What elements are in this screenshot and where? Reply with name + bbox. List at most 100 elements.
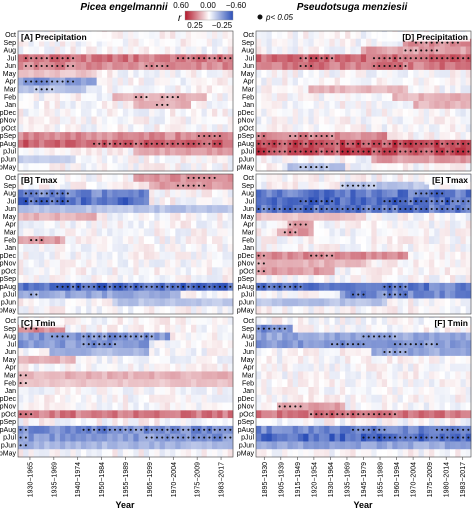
heat-cell — [170, 449, 176, 458]
heat-cell — [455, 394, 461, 403]
significance-dot — [289, 223, 292, 226]
significance-dot — [430, 150, 433, 153]
heat-cell — [101, 174, 108, 183]
heat-cell — [376, 38, 383, 47]
heat-cell — [33, 163, 40, 172]
heat-cell — [276, 251, 283, 260]
heat-cell — [212, 418, 218, 427]
month-label: Mar — [242, 230, 255, 237]
heat-cell — [217, 101, 223, 110]
heat-cell — [423, 275, 430, 284]
heat-cell — [122, 189, 129, 198]
heat-cell — [318, 228, 325, 237]
heat-cell — [444, 348, 451, 357]
heat-cell — [324, 181, 330, 190]
significance-dot — [425, 41, 428, 44]
heat-cell — [138, 205, 145, 214]
heat-cell — [282, 275, 288, 284]
heat-cell — [154, 46, 160, 55]
significance-dot — [166, 64, 169, 68]
heat-cell — [18, 251, 24, 260]
heat-cell — [397, 163, 404, 172]
heat-cell — [366, 251, 372, 260]
month-label: pSep — [0, 419, 16, 426]
heat-cell — [387, 425, 393, 434]
heat-cell — [164, 379, 171, 388]
heat-cell — [318, 387, 325, 396]
heat-cell — [387, 77, 393, 86]
heat-cell — [201, 275, 208, 284]
heat-cell — [408, 244, 414, 253]
heat-cell — [261, 340, 267, 349]
heat-cell — [191, 394, 197, 403]
heat-cell — [122, 54, 129, 63]
significance-dot — [98, 142, 101, 145]
heat-cell — [122, 306, 129, 315]
heat-cell — [339, 259, 346, 268]
heat-cell — [154, 189, 160, 198]
heat-cell — [18, 54, 24, 63]
heat-cell — [418, 212, 425, 221]
significance-dot — [66, 192, 69, 195]
heat-cell — [418, 387, 425, 396]
heat-cell — [180, 189, 187, 198]
heat-cell — [429, 290, 435, 299]
heat-cell — [91, 236, 97, 245]
heat-cell — [402, 132, 409, 141]
month-label: Jul — [245, 198, 254, 205]
heat-cell — [59, 38, 66, 47]
heat-cell — [138, 197, 145, 206]
heat-cell — [33, 212, 40, 221]
heat-cell — [70, 69, 76, 78]
heat-cell — [392, 387, 398, 396]
heat-cell — [329, 31, 335, 40]
heat-cell — [429, 85, 435, 94]
heat-cell — [175, 324, 181, 333]
heat-cell — [381, 228, 388, 237]
heat-cell — [418, 290, 425, 299]
heat-cell — [465, 402, 472, 411]
heat-cell — [371, 116, 377, 125]
heat-cell — [128, 449, 134, 458]
heat-cell — [149, 298, 155, 307]
heat-cell — [86, 212, 92, 221]
heat-cell — [392, 212, 398, 221]
heat-cell — [101, 290, 108, 299]
heat-cell — [334, 228, 341, 237]
heat-cell — [371, 290, 377, 299]
heat-cell — [138, 132, 145, 141]
heat-cell — [423, 108, 430, 117]
heat-cell — [101, 441, 108, 450]
heat-cell — [107, 220, 113, 229]
heat-cell — [308, 433, 314, 442]
heat-cell — [392, 46, 398, 55]
heat-cell — [170, 85, 176, 94]
heat-cell — [345, 31, 351, 40]
heat-cell — [381, 355, 388, 364]
heat-cell — [170, 124, 176, 133]
heat-cell — [112, 379, 118, 388]
heat-cell — [101, 62, 108, 71]
heat-cell — [91, 355, 97, 364]
heat-cell — [339, 348, 346, 357]
heat-cell — [23, 290, 29, 299]
heat-cell — [413, 379, 419, 388]
heat-cell — [212, 379, 218, 388]
heat-cell — [28, 181, 35, 190]
heat-cell — [334, 355, 341, 364]
heat-cell — [96, 418, 103, 427]
heat-cell — [44, 46, 50, 55]
heat-cell — [75, 236, 82, 245]
heat-cell — [418, 282, 425, 291]
heat-cell — [54, 116, 61, 125]
heat-cell — [107, 147, 113, 156]
heat-cell — [434, 371, 440, 380]
heat-cell — [360, 298, 367, 307]
heat-cell — [196, 189, 202, 198]
significance-dot — [304, 166, 307, 169]
heat-cell — [18, 93, 24, 102]
heat-cell — [450, 324, 456, 333]
significance-dot — [103, 428, 106, 431]
heat-cell — [387, 189, 393, 198]
heat-cell — [271, 181, 278, 190]
